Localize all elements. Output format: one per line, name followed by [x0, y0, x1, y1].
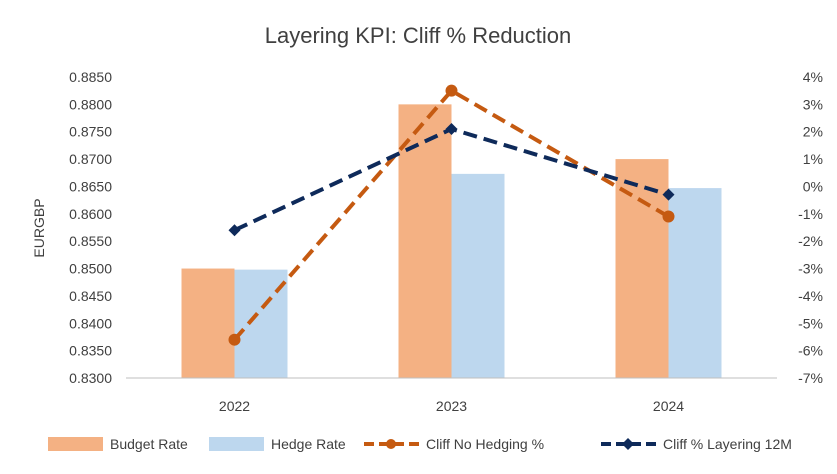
y-tick-label: 0.8700	[69, 151, 112, 167]
y-tick-label: 0.8550	[69, 233, 112, 249]
y2-tick-label: -5%	[798, 315, 823, 331]
line-marker	[228, 224, 241, 237]
legend-label: Cliff No Hedging %	[426, 436, 544, 452]
y2-tick-label: 1%	[803, 151, 823, 167]
line-marker	[445, 84, 458, 97]
x-tick-label: 2024	[653, 398, 684, 414]
y-axis-label: EURGBP	[31, 198, 47, 257]
line-marker	[445, 122, 458, 135]
y2-tick-label: -1%	[798, 206, 823, 222]
right-axis-ticks: 4% 3% 2% 1% 0% -1% -2% -3% -4% -5% -6% -7%	[798, 69, 823, 386]
y2-tick-label: 2%	[803, 124, 823, 140]
legend-label: Budget Rate	[110, 436, 188, 452]
legend-swatch	[48, 437, 103, 451]
y2-tick-label: 4%	[803, 69, 823, 85]
x-tick-label: 2023	[436, 398, 467, 414]
y-tick-label: 0.8750	[69, 124, 112, 140]
legend-marker	[386, 439, 396, 449]
bar-budget-rate	[181, 268, 235, 378]
left-axis-ticks: 0.8850 0.8800 0.8750 0.8700 0.8650 0.8600 0.85…	[69, 69, 112, 386]
bar-hedge-rate	[668, 188, 722, 378]
line-cliff-no-hedging	[232, 88, 670, 342]
y2-tick-label: -2%	[798, 233, 823, 249]
y2-tick-label: -6%	[798, 343, 823, 359]
x-tick-label: 2022	[219, 398, 250, 414]
y-tick-label: 0.8350	[69, 343, 112, 359]
line-series	[228, 84, 675, 346]
y2-tick-label: -7%	[798, 370, 823, 386]
legend-swatch	[209, 437, 264, 451]
legend: Budget Rate Hedge Rate Cliff No Hedging % C…	[48, 436, 792, 452]
y-tick-label: 0.8450	[69, 288, 112, 304]
y2-tick-label: 3%	[803, 96, 823, 112]
category-labels: 2022 2023 2024	[219, 398, 684, 414]
legend-marker	[622, 438, 634, 450]
legend-label: Hedge Rate	[271, 436, 346, 452]
y-tick-label: 0.8800	[69, 96, 112, 112]
y-tick-label: 0.8850	[69, 69, 112, 85]
y-tick-label: 0.8300	[69, 370, 112, 386]
y-tick-label: 0.8500	[69, 261, 112, 277]
y-tick-label: 0.8650	[69, 178, 112, 194]
line-marker	[662, 188, 675, 201]
y-tick-label: 0.8400	[69, 315, 112, 331]
bar-budget-rate	[615, 159, 669, 378]
bar-hedge-rate	[451, 173, 505, 378]
legend-label: Cliff % Layering 12M	[663, 436, 792, 452]
line-marker	[662, 210, 675, 223]
bars	[181, 104, 722, 378]
y2-tick-label: -3%	[798, 261, 823, 277]
y2-tick-label: 0%	[803, 178, 823, 194]
y-tick-label: 0.8600	[69, 206, 112, 222]
line-marker	[228, 333, 241, 346]
chart-title: Layering KPI: Cliff % Reduction	[265, 23, 572, 48]
y2-tick-label: -4%	[798, 288, 823, 304]
